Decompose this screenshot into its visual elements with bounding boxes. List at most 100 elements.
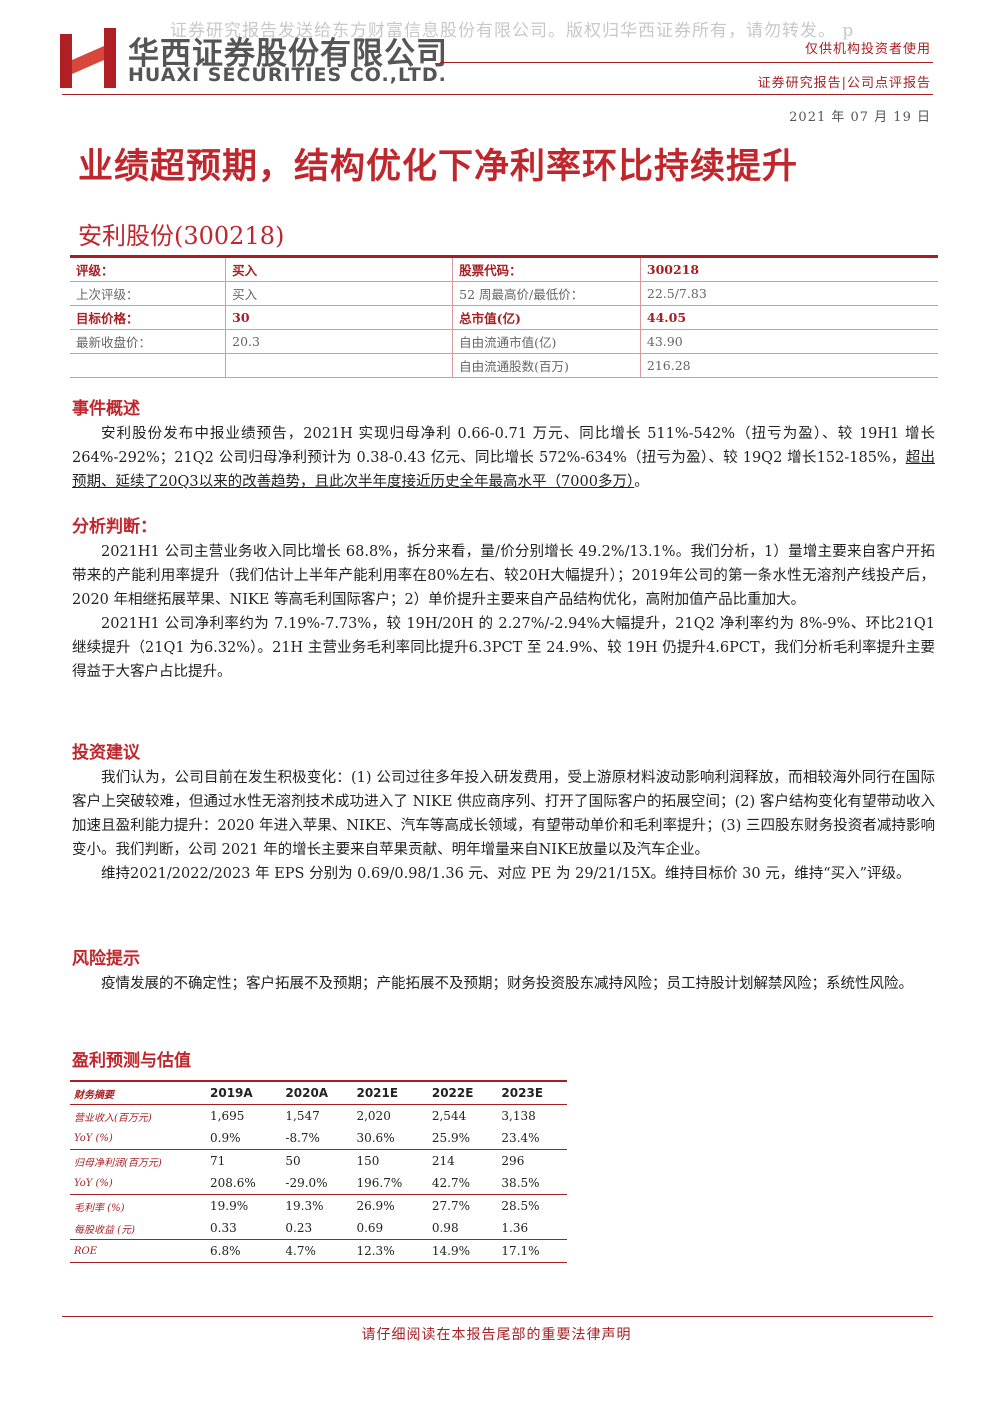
info-cell: 买入 [225, 281, 454, 306]
table-row: 每股收益 (元) 0.33 0.23 0.69 0.98 1.36 [70, 1217, 567, 1240]
table-row: 营业收入(百万元) 1,695 1,547 2,020 2,544 3,138 [70, 1105, 567, 1128]
paragraph-text: 。 [634, 474, 649, 490]
section: 事件概述安利股份发布中报业绩预告，2021H 实现归母净利 0.66-0.71 … [72, 396, 935, 494]
info-table: 评级： 买入 股票代码： 300218 上次评级： 买入 52 周最高价/最低价： 22.5/… [70, 258, 938, 378]
table-cell: 38.5% [497, 1172, 567, 1195]
paragraph: 我们认为，公司目前在发生积极变化：(1) 公司过往多年投入研发费用，受上游原材料… [72, 766, 935, 862]
table-cell: YoY (%) [70, 1127, 206, 1150]
date: 2021 年 07 月 19 日 [789, 110, 931, 125]
info-cell: 30 [225, 305, 454, 330]
table-cell: 25.9% [427, 1127, 498, 1150]
table-cell: 6.8% [206, 1239, 282, 1263]
section-heading: 事件概述 [72, 399, 140, 419]
table-row: YoY (%) 0.9% -8.7% 30.6% 25.9% 23.4% [70, 1127, 567, 1150]
paragraph-text: 安利股份发布中报业绩预告，2021H 实现归母净利 0.66-0.71 万元、同… [72, 426, 935, 466]
table-row: 归母净利润(百万元) 71 50 150 214 296 [70, 1150, 567, 1173]
table-head: 财务摘要 2019A 2020A 2021E 2022E 2023E [70, 1080, 567, 1105]
table-cell: YoY (%) [70, 1172, 206, 1195]
info-cell: 自由流通市值(亿) [452, 329, 641, 354]
info-cell: 买入 [225, 258, 454, 282]
info-row: 自由流通股数(百万) 216.28 [70, 353, 938, 378]
table-cell: 2,020 [356, 1109, 391, 1123]
table-cell: 1,695 [210, 1109, 245, 1123]
header-cell: 2022E [427, 1080, 498, 1105]
info-cell: 52 周最高价/最低价： [452, 281, 641, 306]
forecast-title: 盈利预测与估值 [72, 1051, 191, 1071]
info-cell: 216.28 [640, 353, 938, 378]
table-cell: 营业收入(百万元) [74, 1112, 152, 1124]
table-cell: 12.3% [352, 1239, 428, 1263]
table-cell: 26.9% [356, 1199, 395, 1213]
header-cell: 2023E [497, 1080, 567, 1105]
report-type: 证券研究报告|公司点评报告 [757, 76, 931, 91]
paragraph-text: 我们认为，公司目前在发生积极变化：(1) 公司过往多年投入研发费用，受上游原材料… [72, 770, 935, 858]
table-cell: 毛利率 (%) [74, 1202, 125, 1214]
info-row: 上次评级： 买入 52 周最高价/最低价： 22.5/7.83 [70, 281, 938, 306]
info-cell: 自由流通股数(百万) [452, 353, 641, 378]
section-heading: 风险提示 [72, 949, 140, 969]
table-cell: 17.1% [497, 1239, 567, 1263]
info-cell: 评级： [70, 258, 227, 282]
table-cell: 30.6% [352, 1127, 428, 1150]
section-heading: 分析判断： [72, 517, 157, 537]
table-cell: -8.7% [281, 1127, 353, 1150]
forecast-table: 财务摘要 2019A 2020A 2021E 2022E 2023E 营业收入(百万元) 1,… [70, 1080, 567, 1263]
section: 风险提示疫情发展的不确定性；客户拓展不及预期；产能拓展不及预期；财务投资股东减持… [72, 946, 935, 996]
info-cell: 最新收盘价： [70, 329, 227, 354]
table-cell: 归母净利润(百万元) [74, 1157, 162, 1169]
table-cell: 19.9% [210, 1199, 249, 1213]
info-cell: 目标价格： [70, 305, 227, 330]
stock-name: 安利股份(300218) [78, 222, 285, 250]
table-cell: 28.5% [501, 1199, 540, 1213]
rule [62, 94, 933, 95]
table-row: YoY (%) 208.6% -29.0% 196.7% 42.7% 38.5% [70, 1172, 567, 1195]
paragraph-text: 疫情发展的不确定性；客户拓展不及预期；产能拓展不及预期；财务投资股东减持风险；员… [101, 976, 913, 992]
table-cell: -29.0% [281, 1172, 353, 1195]
table-cell: 150 [356, 1154, 380, 1168]
logo [60, 28, 116, 88]
footer: 请仔细阅读在本报告尾部的重要法律声明 [361, 1327, 632, 1343]
paragraph: 维持2021/2022/2023 年 EPS 分别为 0.69/0.98/1.3… [72, 862, 935, 886]
info-row: 评级： 买入 股票代码： 300218 [70, 258, 938, 282]
paragraph: 2021H1 公司净利率约为 7.19%-7.73%，较 19H/20H 的 2… [72, 612, 935, 684]
paragraph-text: 2021H1 公司净利率约为 7.19%-7.73%，较 19H/20H 的 2… [72, 616, 935, 680]
table-cell: 2,544 [431, 1109, 467, 1123]
rule [70, 255, 938, 258]
info-cell: 20.3 [225, 329, 454, 354]
info-cell: 上次评级： [70, 281, 227, 306]
table-cell: 4.7% [281, 1239, 353, 1263]
header-cell: 财务摘要 [70, 1080, 206, 1105]
info-row: 目标价格： 30 总市值(亿) 44.05 [70, 305, 938, 330]
table-cell: 14.9% [427, 1239, 498, 1263]
table-cell: 50 [285, 1154, 301, 1168]
info-cell: 300218 [640, 258, 938, 282]
table-cell: 27.7% [431, 1199, 470, 1213]
table-cell: 0.69 [352, 1217, 428, 1240]
info-cell: 总市值(亿) [452, 305, 641, 330]
paragraph-text: 维持2021/2022/2023 年 EPS 分别为 0.69/0.98/1.3… [101, 866, 911, 882]
table-cell: 296 [501, 1154, 525, 1168]
table-cell: 208.6% [206, 1172, 282, 1195]
audience: 仅供机构投资者使用 [804, 42, 931, 57]
table-cell: 1.36 [497, 1217, 567, 1240]
paragraph: 疫情发展的不确定性；客户拓展不及预期；产能拓展不及预期；财务投资股东减持风险；员… [72, 972, 935, 996]
table-cell: 42.7% [427, 1172, 498, 1195]
header-row: 财务摘要 2019A 2020A 2021E 2022E 2023E [70, 1080, 567, 1105]
table-cell: 19.3% [285, 1199, 324, 1213]
rule [440, 62, 933, 63]
highlight-text: 超出预期、延续了20Q3以来的改善趋势，且此次半年度接近历史全年最高水平（700… [72, 450, 935, 490]
header-cell: 2019A [206, 1080, 282, 1105]
table-cell: 3,138 [501, 1109, 536, 1123]
info-cell [225, 353, 454, 378]
table-cell: 23.4% [497, 1127, 567, 1150]
table-cell: 196.7% [352, 1172, 428, 1195]
table-cell: 0.23 [281, 1217, 353, 1240]
paragraph: 安利股份发布中报业绩预告，2021H 实现归母净利 0.66-0.71 万元、同… [72, 422, 935, 494]
table-row: ROE 6.8% 4.7% 12.3% 14.9% 17.1% [70, 1239, 567, 1263]
info-row: 最新收盘价： 20.3 自由流通市值(亿) 43.90 [70, 329, 938, 354]
info-cell: 股票代码： [452, 258, 641, 282]
header-cell: 2021E [352, 1080, 428, 1105]
info-cell: 43.90 [640, 329, 938, 354]
section: 投资建议 我们认为，公司目前在发生积极变化：(1) 公司过往多年投入研发费用，受上… [72, 740, 935, 886]
